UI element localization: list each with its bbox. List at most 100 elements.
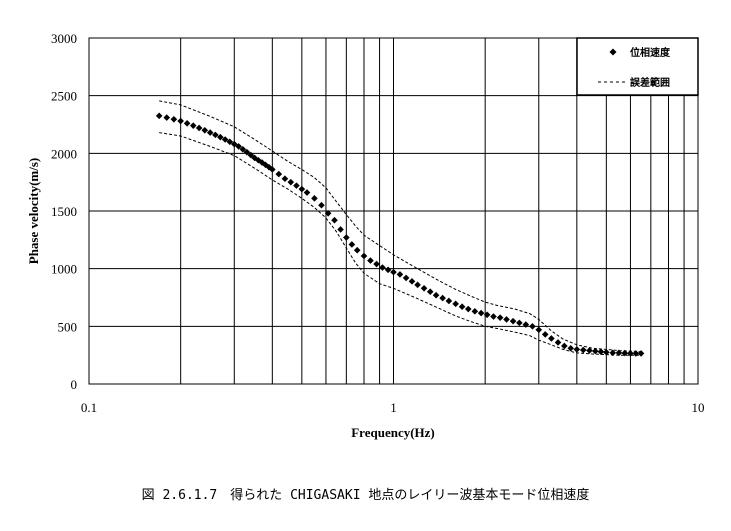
y-tick-label: 0	[71, 377, 78, 392]
data-point	[496, 314, 504, 321]
data-point	[464, 305, 472, 313]
data-point	[189, 122, 197, 129]
data-point	[281, 175, 289, 183]
data-point	[402, 274, 410, 282]
data-point	[586, 347, 593, 354]
data-point	[390, 268, 397, 276]
data-point	[384, 266, 392, 274]
data-point	[360, 252, 368, 260]
data-point	[483, 311, 491, 319]
data-point	[353, 246, 361, 254]
data-point	[573, 346, 581, 353]
data-point	[548, 335, 555, 342]
y-tick-label: 2500	[51, 89, 77, 104]
data-point	[458, 303, 466, 311]
phase-velocity-chart: 0 500 1000 1500 2000 2500 3000 0.1 1 10 Frequenc…	[26, 31, 705, 440]
figure-caption: 図 2.6.1.7 得られた CHIGASAKI 地点のレイリー波基本モード位相…	[141, 488, 590, 503]
data-point	[471, 308, 479, 315]
data-point	[420, 284, 428, 292]
data-point	[541, 331, 549, 338]
data-point	[331, 216, 338, 224]
data-point	[609, 349, 617, 357]
data-point	[414, 281, 421, 289]
data-point	[554, 339, 562, 346]
data-point	[318, 201, 325, 209]
data-point	[615, 349, 623, 357]
legend: 位相速度 誤差範囲	[576, 37, 699, 96]
data-point	[561, 342, 568, 350]
error-range-lines	[159, 100, 642, 356]
data-point	[509, 317, 517, 325]
data-point	[247, 151, 255, 159]
data-point	[163, 114, 171, 121]
data-point	[445, 297, 453, 305]
phase-velocity-points	[155, 112, 645, 357]
data-point	[597, 348, 605, 356]
data-point	[235, 143, 242, 150]
data-point	[373, 260, 380, 268]
plot-frame	[88, 37, 699, 385]
y-tick-label: 2000	[51, 146, 77, 161]
data-point	[490, 313, 497, 320]
data-point	[337, 226, 344, 233]
data-point	[303, 189, 311, 196]
data-point	[426, 288, 434, 296]
data-point	[239, 145, 247, 153]
y-tick-label: 1000	[51, 262, 77, 277]
data-point	[432, 291, 440, 299]
data-point	[243, 148, 251, 156]
data-point	[287, 178, 295, 186]
data-point	[221, 136, 229, 143]
data-point	[343, 234, 350, 241]
data-point	[155, 112, 163, 120]
data-point	[195, 124, 203, 132]
y-tick-label: 1500	[51, 204, 77, 219]
data-point	[275, 170, 283, 178]
data-point	[522, 321, 530, 328]
data-point	[226, 138, 234, 146]
data-point	[621, 349, 629, 357]
data-point	[251, 154, 258, 162]
data-point	[212, 131, 219, 139]
data-point	[367, 257, 374, 264]
data-point	[255, 156, 262, 164]
data-point	[592, 347, 599, 355]
error-range-lower-line	[159, 132, 641, 356]
x-tick-label: 10	[692, 400, 705, 415]
legend-range-label: 誤差範囲	[630, 76, 670, 89]
data-point	[217, 133, 224, 141]
y-tick-label: 3000	[51, 31, 77, 46]
data-point	[439, 294, 446, 302]
legend-points-label: 位相速度	[630, 46, 671, 59]
data-point	[298, 185, 306, 193]
y-tick-labels: 0 500 1000 1500 2000 2500 3000	[51, 31, 77, 392]
data-point	[324, 210, 332, 217]
legend-marker-diamond	[609, 48, 617, 56]
data-point	[637, 350, 645, 357]
data-point	[206, 129, 214, 136]
data-point	[529, 323, 536, 330]
x-axis-title: Frequency(Hz)	[351, 425, 435, 440]
data-point	[293, 182, 300, 189]
data-point	[311, 195, 318, 202]
x-tick-labels: 0.1 1 10	[81, 400, 705, 415]
data-point	[579, 346, 587, 354]
error-range-upper-line	[159, 100, 642, 353]
data-point	[627, 350, 634, 357]
data-point	[201, 126, 209, 134]
data-point	[452, 300, 459, 308]
data-point	[477, 309, 485, 317]
data-point	[348, 241, 356, 248]
data-point	[603, 348, 610, 356]
data-point	[177, 117, 184, 125]
x-tick-label: 0.1	[81, 400, 97, 415]
y-tick-label: 500	[58, 319, 78, 334]
data-point	[535, 326, 543, 334]
data-point	[379, 264, 386, 271]
data-point	[262, 161, 269, 169]
data-point	[503, 316, 510, 323]
y-axis-title: Phase velocity(m/s)	[26, 158, 41, 265]
data-point	[632, 350, 640, 357]
data-point	[170, 116, 178, 123]
data-point	[567, 344, 575, 352]
